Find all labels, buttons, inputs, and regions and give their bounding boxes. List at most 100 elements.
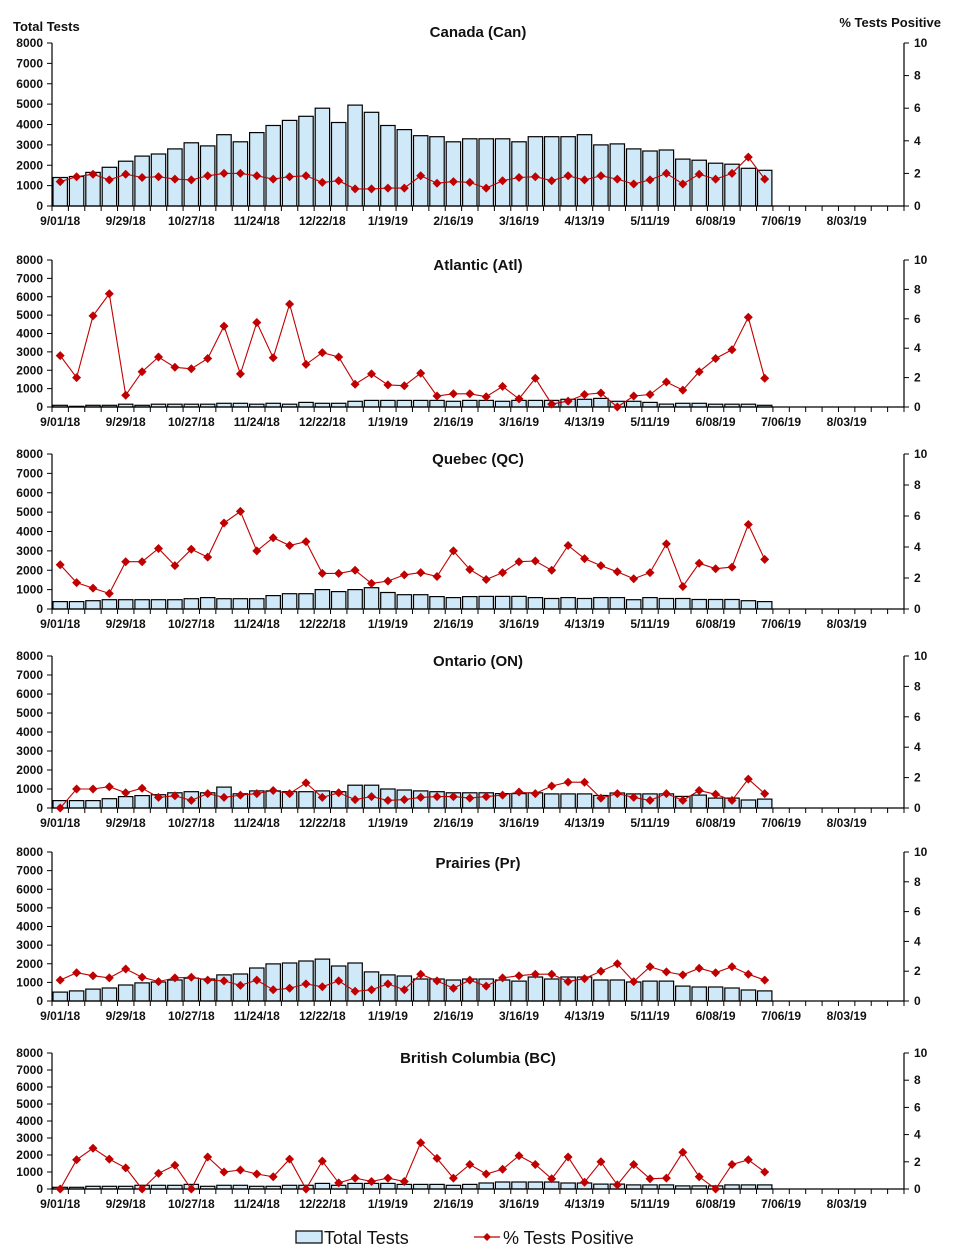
- pct-positive-marker: [661, 1173, 671, 1183]
- left-y-tick-label: 8000: [16, 36, 43, 50]
- pct-positive-marker: [285, 1154, 295, 1164]
- left-y-tick-label: 3000: [16, 1131, 43, 1145]
- pct-positive-marker: [465, 975, 475, 985]
- pct-positive-marker: [235, 790, 245, 800]
- left-y-tick-label: 2000: [16, 957, 43, 971]
- total-tests-bar: [576, 398, 593, 408]
- x-tick-label: 11/24/18: [234, 617, 280, 631]
- x-tick-label: 5/11/19: [630, 617, 670, 631]
- pct-positive-marker: [121, 557, 131, 567]
- total-tests-bar: [691, 598, 707, 610]
- x-tick-label: 9/01/18: [40, 214, 80, 228]
- total-tests-bar: [183, 142, 200, 207]
- pct-positive-marker: [334, 1178, 344, 1188]
- pct-positive-marker: [219, 321, 229, 331]
- pct-positive-marker: [235, 1165, 245, 1175]
- pct-positive-marker: [137, 1184, 147, 1194]
- pct-positive-marker: [186, 544, 196, 554]
- pct-positive-marker: [678, 795, 688, 805]
- chart-title: Quebec (QC): [432, 451, 524, 468]
- x-tick-label: 4/13/19: [564, 214, 604, 228]
- left-y-tick-label: 7000: [16, 668, 43, 682]
- total-tests-bar: [756, 990, 773, 1002]
- x-tick-label: 1/19/19: [368, 214, 408, 228]
- total-tests-bar: [625, 1184, 642, 1190]
- pct-positive-marker: [530, 789, 540, 799]
- x-tick-label: 12/22/18: [299, 1197, 346, 1211]
- pct-positive-marker: [88, 784, 98, 794]
- total-tests-bar: [281, 593, 298, 610]
- pct-positive-line: [59, 292, 766, 408]
- left-y-tick-label: 3000: [16, 938, 43, 952]
- pct-positive-marker: [727, 962, 737, 972]
- total-tests-bar: [445, 400, 462, 408]
- right-y-tick-label: 2: [914, 771, 921, 785]
- total-tests-bar: [642, 401, 658, 408]
- pct-positive-marker: [104, 289, 114, 299]
- pct-positive-marker: [104, 589, 114, 598]
- x-tick-label: 10/27/18: [168, 816, 215, 830]
- right-y-tick-label: 2: [914, 371, 921, 385]
- x-tick-label: 9/29/18: [106, 415, 146, 429]
- pct-positive-marker: [416, 792, 426, 802]
- x-tick-label: 5/11/19: [630, 1197, 670, 1211]
- right-y-tick-label: 4: [914, 341, 921, 355]
- pct-positive-marker: [678, 970, 688, 980]
- x-tick-label: 8/03/19: [827, 214, 867, 228]
- total-tests-bar: [412, 1183, 429, 1190]
- pct-positive-marker: [154, 352, 163, 362]
- pct-positive-marker: [154, 1168, 163, 1178]
- pct-positive-marker: [547, 969, 557, 979]
- total-tests-bar: [412, 135, 429, 207]
- pct-positive-marker: [317, 1156, 327, 1166]
- x-tick-label: 9/01/18: [40, 1009, 80, 1023]
- pct-positive-marker: [72, 373, 82, 383]
- right-y-tick-label: 2: [914, 571, 921, 585]
- pct-positive-marker: [580, 390, 589, 399]
- total-tests-bar: [281, 962, 298, 1002]
- pct-positive-marker: [170, 362, 180, 372]
- pct-positive-marker: [268, 353, 278, 363]
- x-tick-label: 8/03/19: [827, 415, 867, 429]
- x-tick-label: 2/16/19: [433, 617, 473, 631]
- x-tick-label: 9/29/18: [106, 1009, 146, 1023]
- pct-positive-marker: [121, 1163, 131, 1173]
- chart-panel: Quebec (QC) 0 1000 2000 3000 4000 5000 6000 7000…: [16, 447, 927, 631]
- pct-positive-marker: [743, 1155, 753, 1165]
- chart-panel: Prairies (Pr) 0 1000 2000 3000 4000 5000 6000 70…: [16, 845, 927, 1023]
- pct-positive-marker: [88, 971, 98, 981]
- pct-positive-marker: [432, 178, 442, 188]
- total-tests-bar: [134, 599, 150, 610]
- total-tests-bar: [380, 1182, 396, 1190]
- x-tick-label: 4/13/19: [564, 1197, 604, 1211]
- pct-positive-marker: [629, 977, 639, 987]
- x-tick-label: 7/06/19: [761, 415, 801, 429]
- x-tick-label: 6/08/19: [696, 214, 736, 228]
- left-y-tick-label: 8000: [16, 253, 43, 267]
- pct-positive-marker: [711, 789, 721, 799]
- pct-positive-marker: [399, 381, 409, 391]
- pct-positive-marker: [481, 183, 491, 193]
- x-tick-label: 3/16/19: [499, 617, 539, 631]
- pct-positive-marker: [661, 539, 671, 549]
- pct-positive-marker: [137, 557, 147, 567]
- total-tests-bar: [494, 138, 511, 207]
- total-tests-bar: [101, 166, 118, 207]
- left-y-tick-label: 0: [36, 199, 43, 213]
- pct-positive-marker: [367, 1177, 376, 1186]
- right-y-tick-label: 8: [914, 1073, 921, 1087]
- total-tests-bar: [658, 1184, 675, 1190]
- pct-positive-marker: [432, 976, 442, 986]
- pct-positive-marker: [481, 392, 491, 402]
- total-tests-bar: [511, 980, 527, 1002]
- right-y-tick-label: 0: [914, 801, 921, 815]
- x-tick-label: 1/19/19: [368, 816, 408, 830]
- pct-positive-marker: [448, 1173, 458, 1183]
- pct-positive-marker: [448, 546, 458, 556]
- total-tests-bar: [167, 599, 183, 610]
- total-tests-bar: [740, 1184, 757, 1190]
- chart-title: Canada (Can): [430, 24, 527, 41]
- right-y-tick-label: 0: [914, 199, 921, 213]
- total-tests-bar: [691, 986, 707, 1002]
- pct-positive-marker: [137, 972, 147, 982]
